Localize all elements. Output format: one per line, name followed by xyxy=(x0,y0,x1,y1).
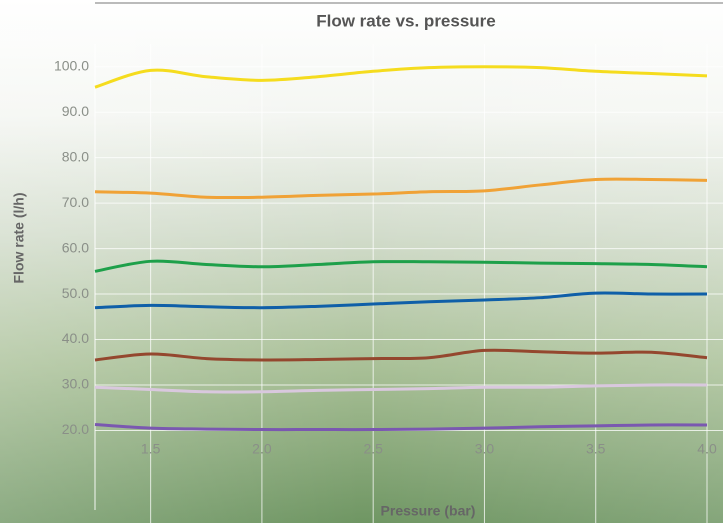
y-tick-label: 70.0 xyxy=(62,194,89,210)
x-tick-label: 2.5 xyxy=(363,441,383,457)
x-tick-label: 3.0 xyxy=(475,441,495,457)
x-tick-label: 4.0 xyxy=(697,441,717,457)
series-line xyxy=(94,65,708,89)
y-tick-label: 40.0 xyxy=(62,330,89,346)
y-tick-label: 90.0 xyxy=(62,103,89,119)
series-line xyxy=(94,259,708,273)
series-line xyxy=(94,177,708,200)
x-axis-label: Pressure (bar) xyxy=(381,503,476,519)
y-tick-label: 60.0 xyxy=(62,239,89,255)
series-line xyxy=(94,383,708,394)
y-tick-label: 20.0 xyxy=(62,421,89,437)
chart-title: Flow rate vs. pressure xyxy=(316,11,496,30)
series-line xyxy=(94,423,708,432)
y-tick-label: 100.0 xyxy=(54,57,89,73)
x-tick-label: 1.5 xyxy=(141,441,161,457)
y-axis-label: Flow rate (l/h) xyxy=(11,193,27,284)
series-line xyxy=(94,348,708,362)
y-tick-label: 80.0 xyxy=(62,148,89,164)
x-tick-label: 3.5 xyxy=(586,441,606,457)
y-tick-label: 50.0 xyxy=(62,285,89,301)
series-line xyxy=(94,291,708,310)
y-tick-label: 30.0 xyxy=(62,376,89,392)
x-tick-label: 2.0 xyxy=(252,441,272,457)
